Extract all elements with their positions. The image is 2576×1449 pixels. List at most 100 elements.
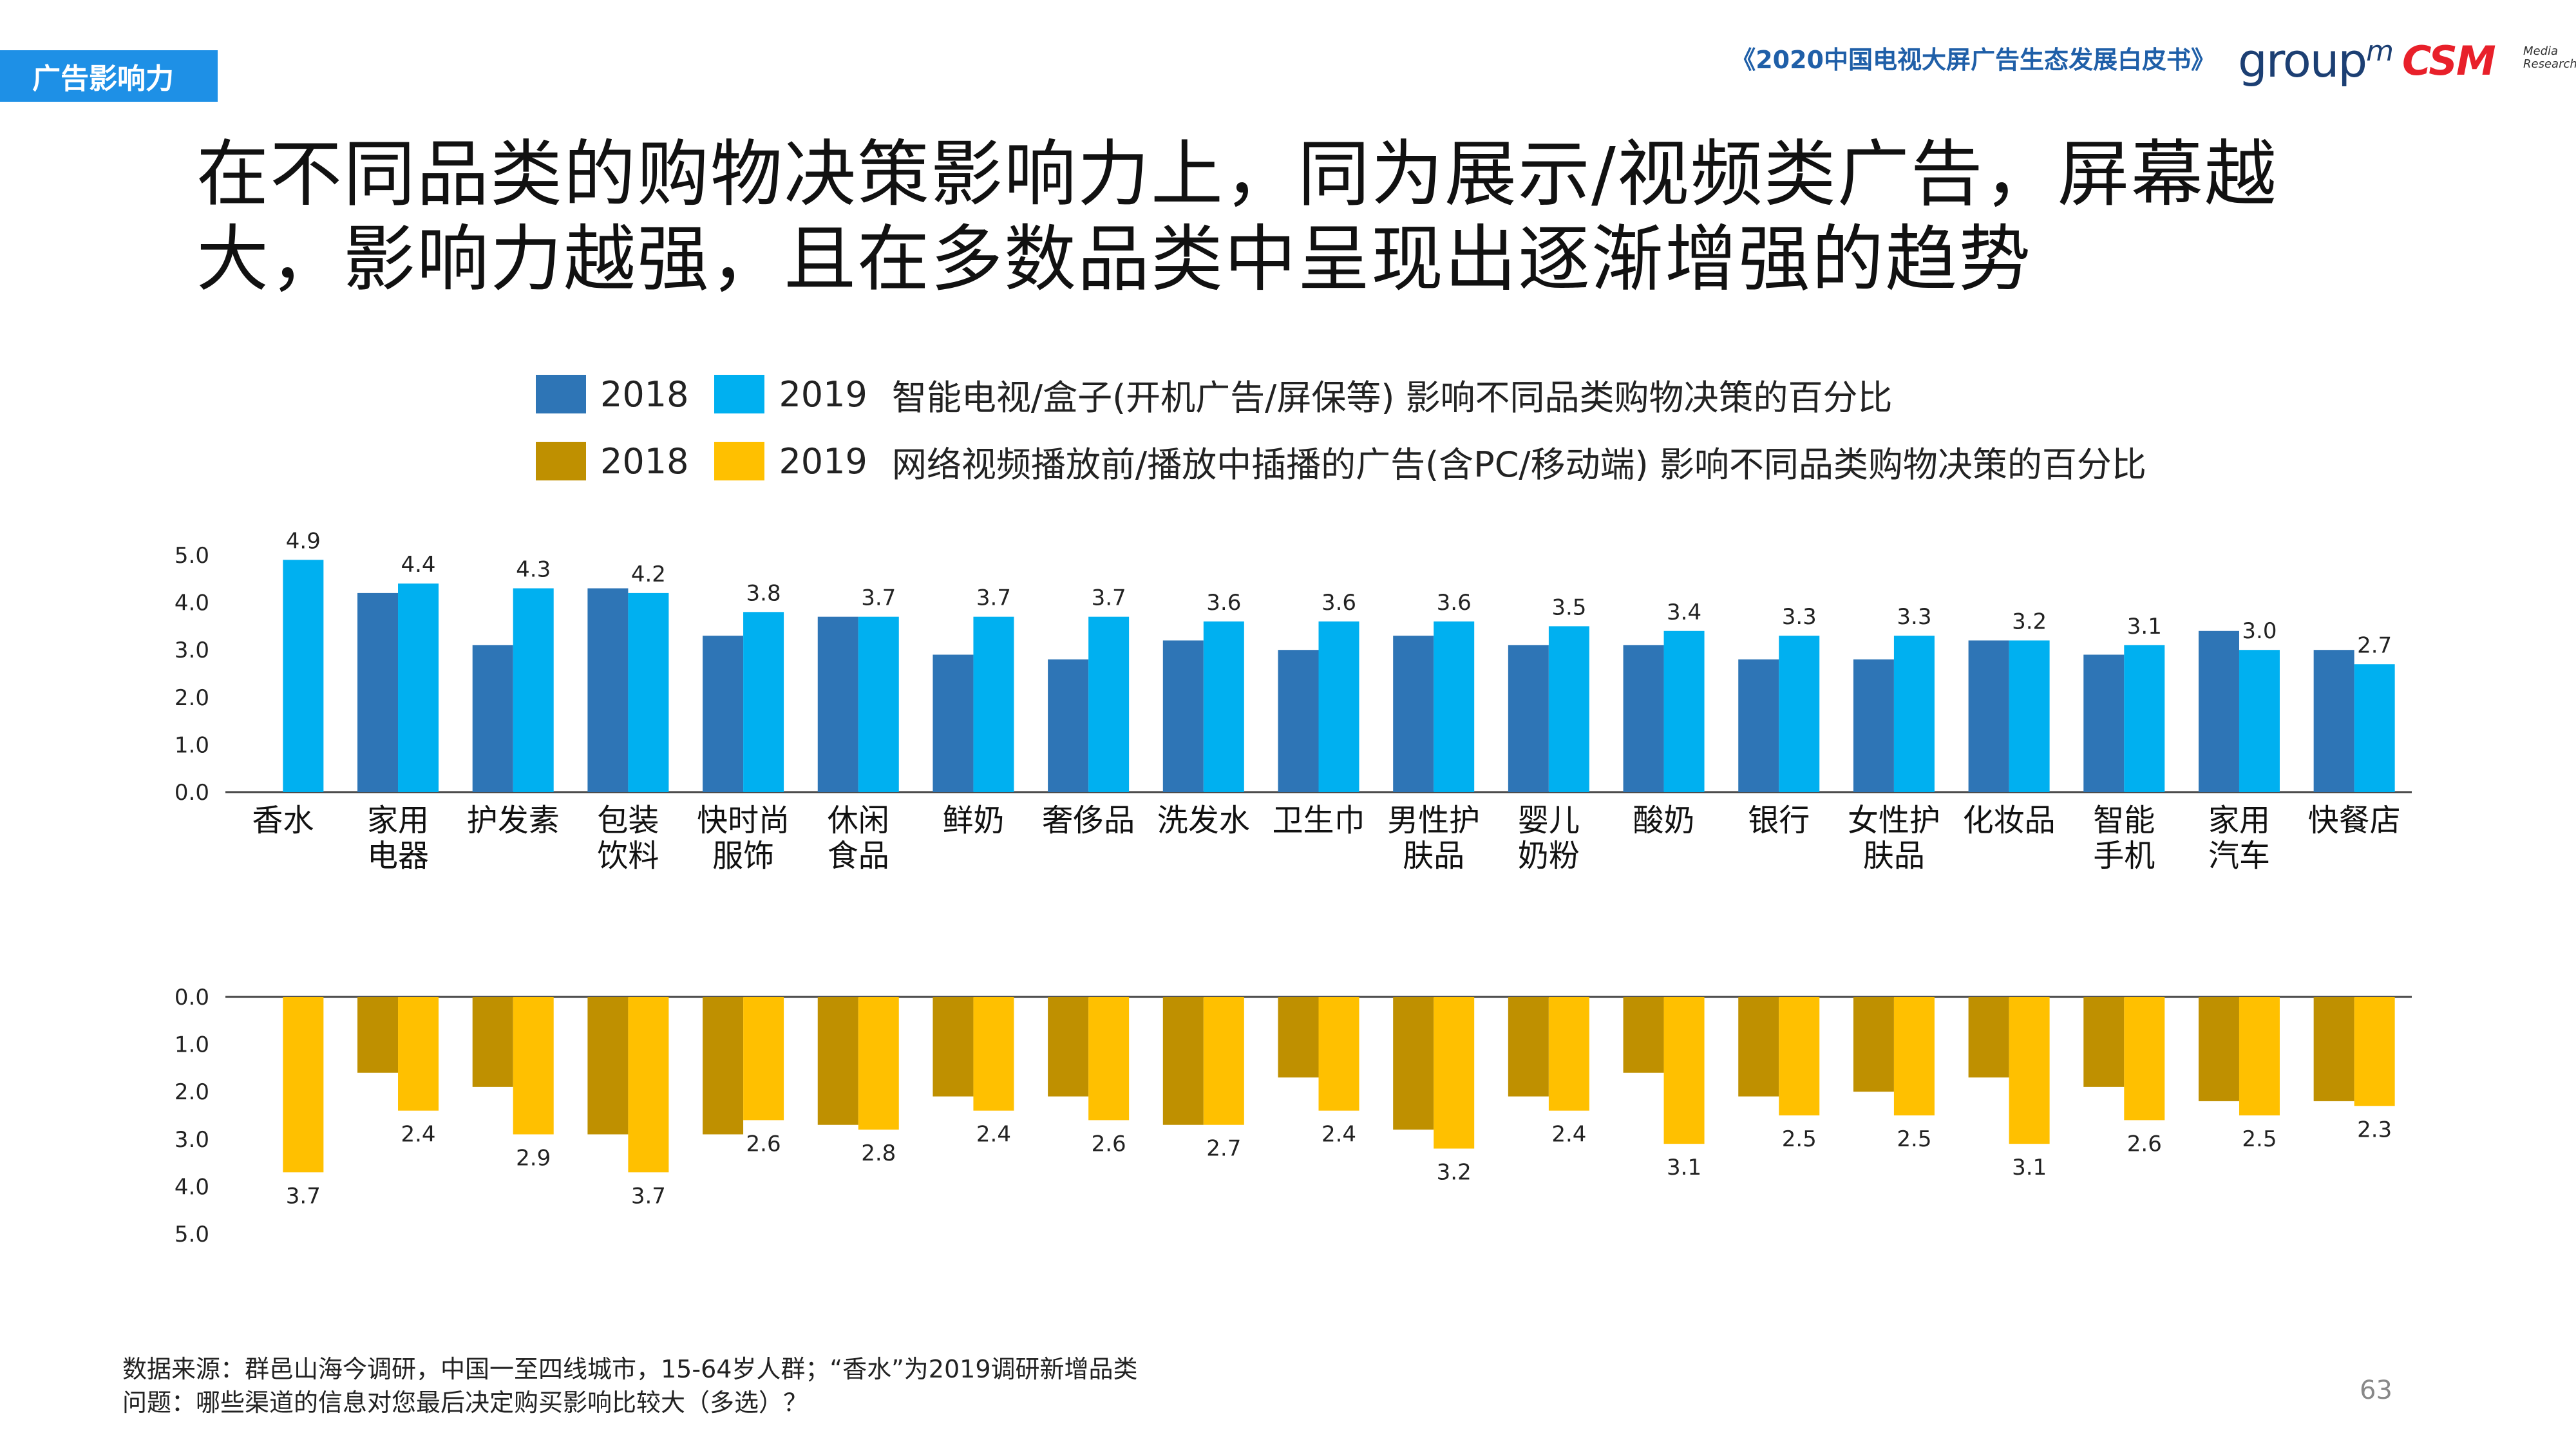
category-label: 家用 (367, 802, 429, 838)
tv-2019-data-label: 3.6 (1206, 590, 1241, 616)
video-2019-data-label: 2.6 (1092, 1131, 1126, 1157)
video-2018-bar (2198, 997, 2239, 1101)
video-2019-data-label: 3.1 (2012, 1155, 2047, 1180)
video-2019-bar (1893, 997, 1935, 1115)
legend-swatch-tv-2018 (536, 375, 586, 413)
video-2018-bar (1508, 997, 1549, 1097)
legend-desc-video: 网络视频播放前/播放中插播的广告(含PC/移动端) 影响不同品类购物决策的百分比 (891, 444, 2146, 485)
category-label: 洗发水 (1157, 802, 1250, 838)
bottom-ytick-label: 2.0 (175, 1079, 209, 1105)
bottom-ytick-label: 4.0 (175, 1174, 209, 1200)
category-label: 快时尚 (697, 802, 790, 838)
headline-line-1: 在不同品类的购物决策影响力上，同为展示/视频类广告，屏幕越 (196, 133, 2278, 216)
video-2019-bar (398, 997, 439, 1111)
category-label: 婴儿 (1518, 802, 1580, 838)
video-2019-bar (743, 997, 784, 1121)
tv-2019-data-label: 3.8 (746, 580, 781, 606)
tv-2019-bar (973, 616, 1014, 792)
category-label: 护发素 (467, 802, 560, 838)
video-2019-bar (1663, 997, 1705, 1144)
tv-2019-data-label: 3.7 (861, 585, 896, 611)
video-2018-bar (357, 997, 399, 1073)
legend-label-tv-2018: 2018 (600, 374, 689, 415)
tv-2018-bar (1162, 640, 1204, 792)
video-2018-bar (1968, 997, 2009, 1078)
bottom-ytick-label: 3.0 (175, 1127, 209, 1153)
category-label: 手机 (2093, 838, 2155, 874)
tv-2019-bar (2124, 645, 2165, 792)
video-2019-data-label: 2.5 (1782, 1126, 1817, 1152)
top-ytick-label: 5.0 (175, 543, 209, 569)
tv-2019-data-label: 3.6 (1437, 590, 1472, 616)
legend-swatch-video-2019 (714, 442, 765, 480)
video-2019-bar (2009, 997, 2050, 1144)
video-2018-bar (1738, 997, 1779, 1097)
top-ytick-label: 4.0 (175, 591, 209, 616)
tv-2019-bar (1893, 636, 1935, 792)
headline-line-2: 大，影响力越强，且在多数品类中呈现出逐渐增强的趋势 (196, 218, 2032, 301)
source-line-1: 数据来源：群邑山海今调研，中国一至四线城市，15-64岁人群；“香水”为2019… (122, 1355, 1138, 1383)
tv-2019-data-label: 3.6 (1321, 590, 1356, 616)
category-label: 食品 (828, 838, 889, 874)
category-label: 电器 (367, 838, 429, 874)
csm-logo: CSM (2402, 37, 2496, 84)
tv-2019-bar (2354, 664, 2395, 792)
category-label: 包装 (597, 802, 659, 838)
category-label: 肤品 (1403, 838, 1464, 874)
tv-2018-bar (1393, 636, 1434, 792)
video-2018-bar (703, 997, 744, 1135)
groupm-logo: groupm (2238, 33, 2394, 88)
tv-2019-bar (743, 612, 784, 792)
video-2019-data-label: 2.7 (1206, 1136, 1241, 1162)
top-ytick-label: 0.0 (175, 780, 209, 806)
video-2018-bar (1853, 997, 1894, 1092)
video-2019-data-label: 2.4 (976, 1122, 1011, 1148)
tv-2019-bar (1663, 630, 1705, 792)
category-label: 饮料 (597, 838, 659, 874)
tv-2019-bar (283, 560, 324, 792)
tv-2019-bar (1434, 621, 1475, 792)
video-2018-bar (2083, 997, 2125, 1087)
category-label: 化妆品 (1963, 802, 2056, 838)
video-2018-bar (1278, 997, 1319, 1078)
tv-2019-bar (858, 616, 899, 792)
tv-2018-bar (1048, 659, 1089, 792)
video-2019-data-label: 2.5 (1897, 1126, 1931, 1152)
video-2019-data-label: 2.9 (516, 1145, 551, 1171)
tv-2018-bar (817, 616, 858, 792)
tv-2019-bar (398, 583, 439, 792)
tv-2019-data-label: 3.7 (976, 585, 1011, 611)
tv-2018-bar (1623, 645, 1664, 792)
tv-2019-bar (628, 592, 669, 792)
video-2019-data-label: 2.8 (861, 1141, 896, 1166)
tv-2019-data-label: 3.3 (1897, 604, 1931, 630)
top-ytick-label: 3.0 (175, 638, 209, 663)
category-label: 鲜奶 (942, 802, 1004, 838)
tv-2019-data-label: 3.0 (2242, 618, 2277, 644)
legend-label-tv-2019: 2019 (779, 374, 867, 415)
video-2019-bar (1318, 997, 1359, 1111)
video-2019-data-label: 3.2 (1437, 1160, 1472, 1186)
tv-2019-data-label: 4.3 (516, 557, 551, 583)
page-number: 63 (2360, 1376, 2392, 1405)
headline: 在不同品类的购物决策影响力上，同为展示/视频类广告，屏幕越 大，影响力越强，且在… (196, 132, 2450, 302)
tv-2018-bar (2083, 654, 2125, 792)
tv-2019-data-label: 3.5 (1551, 594, 1586, 620)
video-2019-bar (2354, 997, 2395, 1106)
video-2018-bar (587, 997, 629, 1135)
legend-swatch-tv-2019 (714, 375, 765, 413)
video-2019-bar (1203, 997, 1244, 1125)
category-label: 酸奶 (1633, 802, 1695, 838)
category-label: 汽车 (2208, 838, 2270, 874)
tv-2018-bar (1508, 645, 1549, 792)
tv-2019-data-label: 3.2 (2012, 609, 2047, 634)
legend-label-video-2018: 2018 (600, 440, 689, 482)
video-2019-data-label: 2.5 (2242, 1126, 2277, 1152)
legend-desc-tv: 智能电视/盒子(开机广告/屏保等) 影响不同品类购物决策的百分比 (891, 377, 1893, 418)
tv-2018-bar (703, 636, 744, 792)
tv-2019-bar (1548, 626, 1589, 792)
legend-label-video-2019: 2019 (779, 440, 867, 482)
category-label: 家用 (2208, 802, 2270, 838)
tv-2019-bar (1203, 621, 1244, 792)
tv-2018-bar (2198, 630, 2239, 792)
